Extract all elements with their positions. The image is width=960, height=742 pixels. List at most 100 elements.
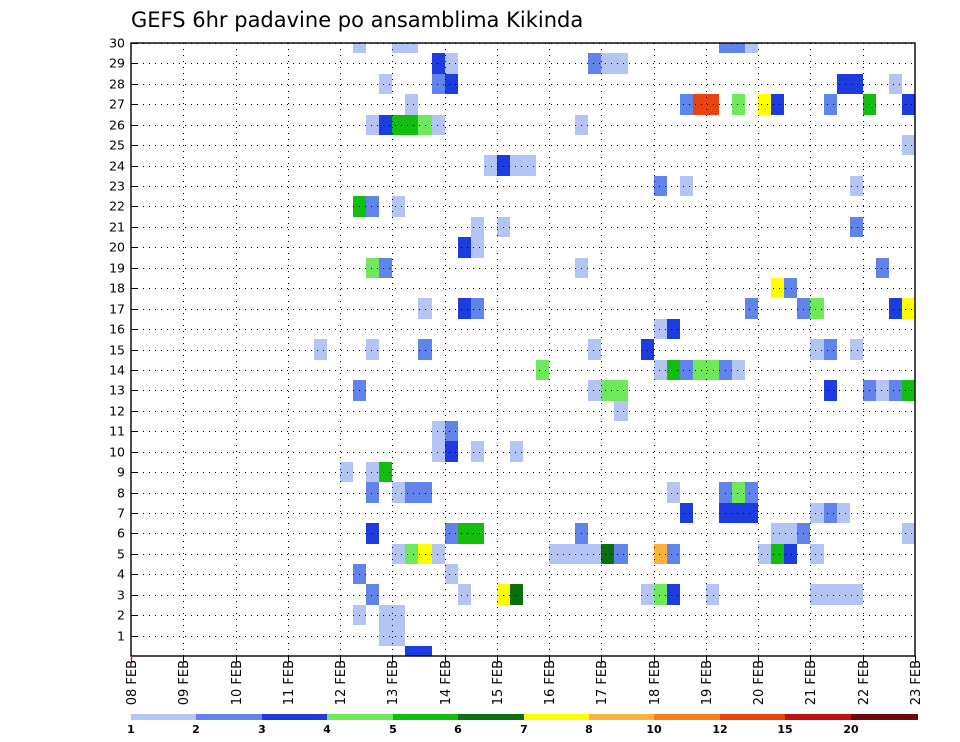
data-cell — [392, 605, 405, 625]
data-cell — [784, 544, 797, 564]
data-cell — [536, 360, 549, 380]
data-cell — [392, 625, 405, 646]
x-tick-label: 11 FEB — [282, 660, 297, 705]
x-tick-label: 10 FEB — [230, 660, 245, 705]
x-tick-label: 09 FEB — [177, 660, 192, 705]
data-cell — [614, 401, 628, 421]
data-cell — [824, 94, 837, 115]
y-axis: 1234567891011121314151617181920212223242… — [109, 36, 137, 644]
data-cell — [379, 605, 392, 625]
data-cell — [445, 74, 458, 94]
colorbar-segment — [654, 714, 721, 720]
data-cell — [902, 380, 915, 401]
data-cell — [837, 74, 850, 94]
data-cell — [667, 584, 680, 605]
data-cell — [601, 380, 614, 401]
colorbar-segment — [131, 714, 198, 720]
data-cell — [732, 503, 745, 523]
data-cell — [667, 482, 680, 503]
data-cell — [366, 258, 379, 278]
data-cell — [850, 74, 863, 94]
y-tick-label: 22 — [109, 199, 125, 214]
x-tick-label: 13 FEB — [386, 660, 401, 705]
data-cell — [497, 155, 510, 176]
x-tick-label: 20 FEB — [752, 660, 767, 705]
x-tick-label: 21 FEB — [804, 660, 819, 705]
y-tick-label: 13 — [109, 383, 125, 398]
data-cell — [850, 339, 863, 360]
data-cell — [510, 155, 523, 176]
colorbar-label: 1 — [127, 723, 135, 736]
data-cell — [745, 503, 758, 523]
x-tick-label: 15 FEB — [491, 660, 506, 705]
y-tick-label: 18 — [109, 281, 125, 296]
data-cell — [680, 94, 693, 115]
data-cell — [771, 94, 784, 115]
data-cell — [889, 298, 902, 319]
colorbar-segment — [720, 714, 787, 720]
y-tick-label: 14 — [109, 363, 125, 378]
data-cell — [889, 74, 902, 94]
data-cell — [392, 196, 405, 217]
data-cell — [379, 462, 392, 482]
data-cell — [432, 441, 445, 462]
data-cell — [392, 544, 405, 564]
data-cell — [745, 43, 758, 53]
colorbar-segment — [524, 714, 591, 720]
y-tick-label: 16 — [109, 322, 125, 337]
y-tick-label: 19 — [109, 261, 125, 276]
x-tick-label: 23 FEB — [909, 660, 924, 705]
data-cell — [405, 115, 418, 135]
colorbar-label: 6 — [454, 723, 462, 736]
data-cell — [745, 482, 758, 503]
y-tick-label: 12 — [109, 404, 125, 419]
data-cell — [810, 339, 824, 360]
colorbar-segment — [327, 714, 394, 720]
data-cell — [392, 115, 405, 135]
y-tick-label: 6 — [117, 526, 125, 541]
data-cell — [601, 53, 614, 74]
colorbar-label: 10 — [646, 723, 662, 736]
data-cell — [392, 43, 405, 53]
data-cell — [824, 584, 837, 605]
data-cell — [810, 503, 824, 523]
data-cell — [445, 421, 458, 441]
data-cell — [366, 482, 379, 503]
y-tick-label: 11 — [109, 424, 125, 439]
data-cell — [850, 217, 863, 237]
data-cell — [379, 115, 392, 135]
y-tick-label: 15 — [109, 343, 125, 358]
data-cell — [418, 482, 432, 503]
data-cell — [471, 217, 484, 237]
data-cell — [810, 584, 824, 605]
y-tick-label: 21 — [109, 220, 125, 235]
colorbar-segment — [262, 714, 329, 720]
x-tick-label: 12 FEB — [334, 660, 349, 705]
data-cell — [706, 360, 719, 380]
data-cell — [588, 544, 601, 564]
data-cell — [614, 380, 628, 401]
data-cell — [549, 544, 562, 564]
data-cell — [471, 523, 484, 544]
data-cell — [366, 339, 379, 360]
data-cell — [314, 339, 327, 360]
data-cell — [497, 584, 510, 605]
data-cell — [889, 380, 902, 401]
data-cell — [810, 544, 824, 564]
data-cell — [458, 584, 471, 605]
data-cell — [719, 482, 732, 503]
data-cell — [432, 544, 445, 564]
data-cell — [850, 584, 863, 605]
data-cell — [667, 360, 680, 380]
data-cell — [784, 278, 797, 298]
y-tick-label: 7 — [117, 506, 125, 521]
data-cell — [523, 155, 536, 176]
colorbar-segment — [589, 714, 656, 720]
data-cell — [654, 319, 667, 339]
data-cell — [667, 319, 680, 339]
data-cell — [902, 298, 915, 319]
colorbar-label: 8 — [585, 723, 593, 736]
x-tick-label: 19 FEB — [700, 660, 715, 705]
y-tick-label: 29 — [109, 56, 125, 71]
data-cell — [366, 115, 379, 135]
